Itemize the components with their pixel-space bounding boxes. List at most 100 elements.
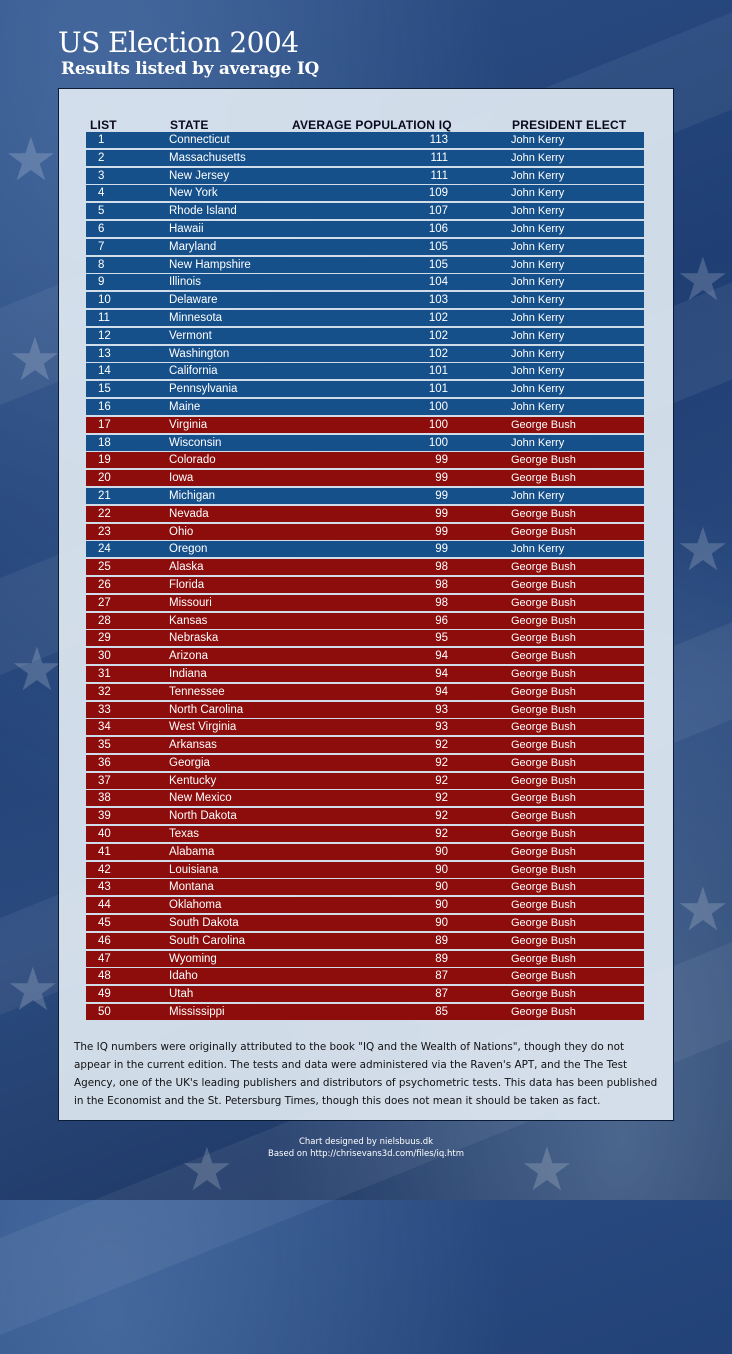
rank-cell: 25 [98,561,111,574]
iq-cell: 99 [435,454,448,467]
iq-cell: 99 [435,489,448,502]
iq-cell: 89 [435,952,448,965]
president-cell: George Bush [511,1006,576,1019]
table-row: 27 Missouri 98 George Bush [86,594,644,611]
president-cell: George Bush [511,667,576,680]
table-row: 23 Ohio 99 George Bush [86,523,644,540]
table-row: 7 Maryland 105 John Kerry [86,238,644,255]
president-cell: John Kerry [511,222,565,235]
rank-cell: 19 [98,454,111,467]
iq-cell: 93 [435,721,448,734]
state-cell: Nebraska [169,632,219,645]
iq-cell: 103 [428,294,448,307]
iq-cell: 102 [428,347,448,360]
table-row: 45 South Dakota 90 George Bush [86,915,644,932]
iq-cell: 87 [435,970,448,983]
table-row: 13 Washington 102 John Kerry [86,345,644,362]
state-cell: Michigan [169,489,216,502]
president-cell: John Kerry [511,489,565,502]
iq-cell: 100 [428,400,448,413]
iq-cell: 92 [435,739,448,752]
president-cell: John Kerry [511,205,565,218]
iq-cell: 105 [428,240,448,253]
rank-cell: 38 [98,792,111,805]
table-row: 12 Vermont 102 John Kerry [86,327,644,344]
rank-cell: 35 [98,739,111,752]
iq-cell: 90 [435,881,448,894]
state-cell: Alaska [169,561,204,574]
state-cell: Ohio [169,525,194,538]
table-row: 42 Louisiana 90 George Bush [86,861,644,878]
president-cell: John Kerry [511,151,565,164]
background-star-icon: ★ [676,875,730,945]
rank-cell: 26 [98,578,111,591]
state-cell: Illinois [169,276,201,289]
rank-cell: 37 [98,774,111,787]
iq-cell: 94 [435,650,448,663]
iq-cell: 92 [435,756,448,769]
iq-cell: 90 [435,899,448,912]
rank-cell: 1 [98,134,105,146]
footnote: The IQ numbers were originally attribute… [74,1041,658,1107]
rank-cell: 3 [98,169,105,182]
iq-cell: 98 [435,561,448,574]
president-cell: George Bush [511,934,576,947]
state-cell: Florida [169,578,205,591]
president-cell: George Bush [511,792,576,805]
president-cell: John Kerry [511,365,565,378]
rank-cell: 50 [98,1006,111,1019]
rank-cell: 18 [98,436,111,449]
president-cell: George Bush [511,881,576,894]
table-row: 48 Idaho 87 George Bush [86,968,644,985]
state-cell: Alabama [169,845,215,858]
president-cell: John Kerry [511,169,565,182]
state-cell: Maryland [169,240,217,253]
iq-cell: 99 [435,525,448,538]
iq-cell: 100 [428,418,448,431]
state-cell: Minnesota [169,311,223,324]
column-header-state: STATE [170,118,209,132]
president-cell: George Bush [511,899,576,912]
president-cell: George Bush [511,863,576,876]
president-cell: George Bush [511,917,576,930]
table-row: 9 Illinois 104 John Kerry [86,274,644,291]
table-row: 49 Utah 87 George Bush [86,986,644,1003]
state-cell: Colorado [169,454,216,467]
state-cell: Maine [169,400,201,413]
iq-cell: 85 [435,1006,448,1019]
table-row: 30 Arizona 94 George Bush [86,648,644,665]
rank-cell: 30 [98,650,111,663]
table-row: 26 Florida 98 George Bush [86,576,644,593]
background-star-icon: ★ [520,1135,574,1205]
president-cell: George Bush [511,721,576,734]
table-row: 19 Colorado 99 George Bush [86,452,644,469]
iq-cell: 92 [435,810,448,823]
credit-designer: Chart designed by nielsbuus.dk [298,1137,434,1147]
background-star-icon: ★ [6,955,60,1025]
state-cell: New Hampshire [169,258,251,271]
state-cell: South Carolina [169,934,246,947]
rank-cell: 29 [98,632,111,645]
rank-cell: 43 [98,881,111,894]
president-cell: George Bush [511,614,576,627]
state-cell: Mississippi [169,1006,225,1019]
table-row: 22 Nevada 99 George Bush [86,505,644,522]
table-row: 50 Mississippi 85 George Bush [86,1004,644,1021]
table-row: 35 Arkansas 92 George Bush [86,737,644,754]
state-cell: Louisiana [169,863,219,876]
state-cell: Hawaii [169,222,204,235]
table-header: LIST STATE AVERAGE POPULATION IQ PRESIDE… [86,118,644,132]
table-row: 14 California 101 John Kerry [86,363,644,380]
president-cell: John Kerry [511,187,565,200]
state-cell: New Mexico [169,792,232,805]
rank-cell: 48 [98,970,111,983]
president-cell: John Kerry [511,329,565,342]
state-cell: Arizona [169,650,208,663]
state-cell: Pennsylvania [169,383,238,396]
iq-cell: 102 [428,329,448,342]
state-cell: Indiana [169,667,207,680]
iq-cell: 93 [435,703,448,716]
table-row: 4 New York 109 John Kerry [86,185,644,202]
iq-cell: 99 [435,507,448,520]
iq-cell: 107 [428,205,448,218]
